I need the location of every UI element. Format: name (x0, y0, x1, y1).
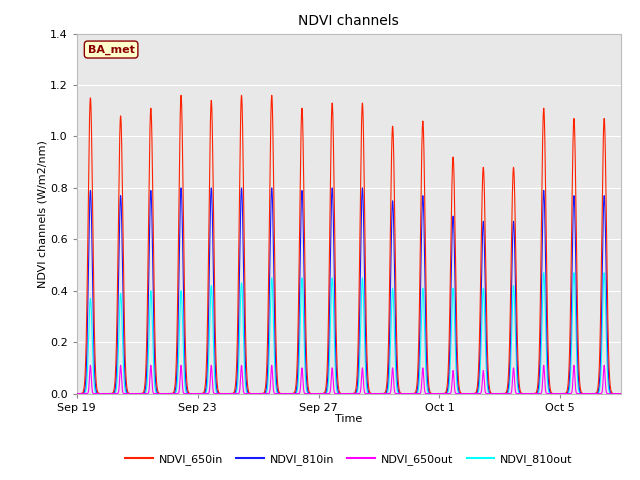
Y-axis label: NDVI channels (W/m2/nm): NDVI channels (W/m2/nm) (37, 140, 47, 288)
Legend: NDVI_650in, NDVI_810in, NDVI_650out, NDVI_810out: NDVI_650in, NDVI_810in, NDVI_650out, NDV… (121, 450, 577, 469)
Text: BA_met: BA_met (88, 44, 134, 55)
X-axis label: Time: Time (335, 414, 362, 424)
Title: NDVI channels: NDVI channels (298, 14, 399, 28)
